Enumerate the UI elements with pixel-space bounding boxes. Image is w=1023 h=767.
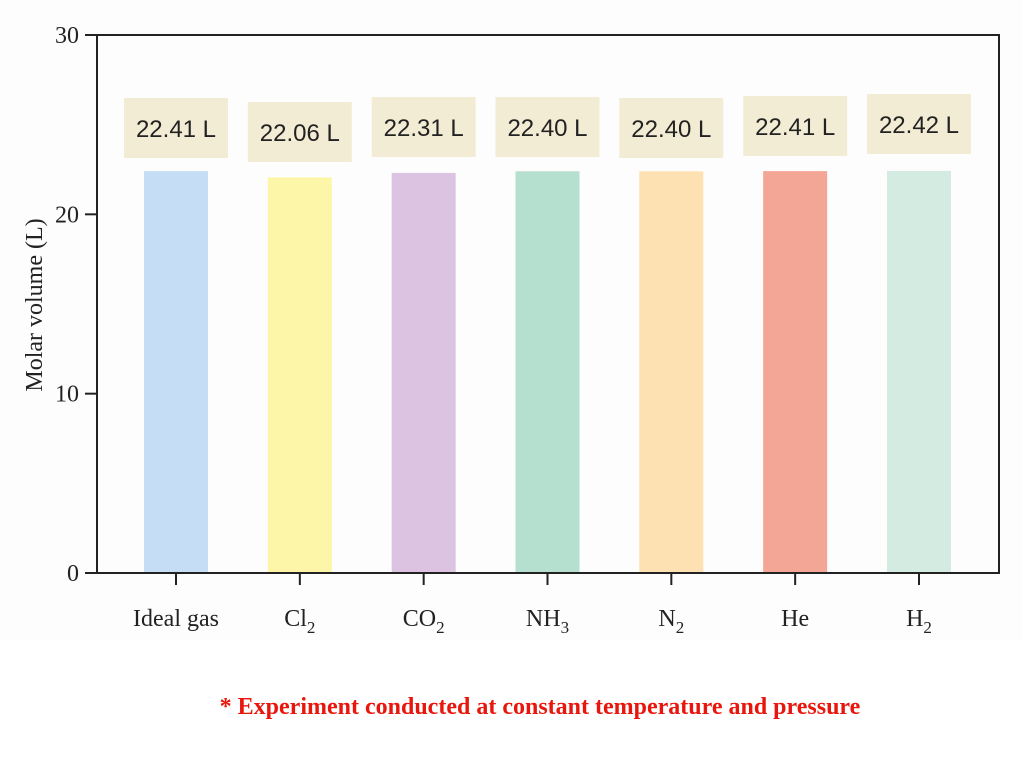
bar xyxy=(763,171,828,573)
data-label: 22.31 L xyxy=(384,115,464,142)
x-tick-label: He xyxy=(781,606,809,632)
data-label: 22.06 L xyxy=(260,120,340,147)
x-tick-label: Cl2 xyxy=(284,606,315,637)
bar xyxy=(639,171,704,573)
data-label-box xyxy=(743,96,848,156)
data-label: 22.40 L xyxy=(507,115,587,142)
data-label: 22.40 L xyxy=(631,116,711,143)
y-tick-label: 20 xyxy=(55,202,79,228)
data-label-box xyxy=(495,97,600,157)
bar xyxy=(887,170,951,573)
data-label: 22.41 L xyxy=(755,114,835,141)
data-label-box xyxy=(619,98,724,158)
y-tick-label: 30 xyxy=(55,23,79,49)
y-axis-label: Molar volume (L) xyxy=(22,218,48,391)
x-tick-label: Ideal gas xyxy=(133,606,219,632)
y-tick-label: 0 xyxy=(67,561,79,587)
chart-area: 22.41 L 22.06 L 22.31 L 22.40 L 22.40 L 22.41… xyxy=(22,23,1000,637)
data-label-box xyxy=(124,98,228,158)
x-tick-label: CO2 xyxy=(403,606,445,637)
x-tick-label: H2 xyxy=(906,606,932,637)
bar-chart: 22.41 L 22.06 L 22.31 L 22.40 L 22.40 L 22.41… xyxy=(22,23,1000,637)
bar xyxy=(144,171,208,573)
bar xyxy=(515,171,580,573)
x-tick-label: N2 xyxy=(658,606,684,637)
data-label: 22.41 L xyxy=(136,116,216,143)
data-label-box xyxy=(867,94,971,154)
data-label-box xyxy=(371,97,476,157)
x-tick-label: NH3 xyxy=(526,606,569,637)
bar xyxy=(391,172,456,573)
data-label: 22.42 L xyxy=(879,112,959,139)
y-tick-label: 10 xyxy=(55,382,79,408)
footnote: * Experiment conducted at constant tempe… xyxy=(219,694,861,720)
data-label-box xyxy=(247,102,352,162)
bar xyxy=(267,177,332,573)
